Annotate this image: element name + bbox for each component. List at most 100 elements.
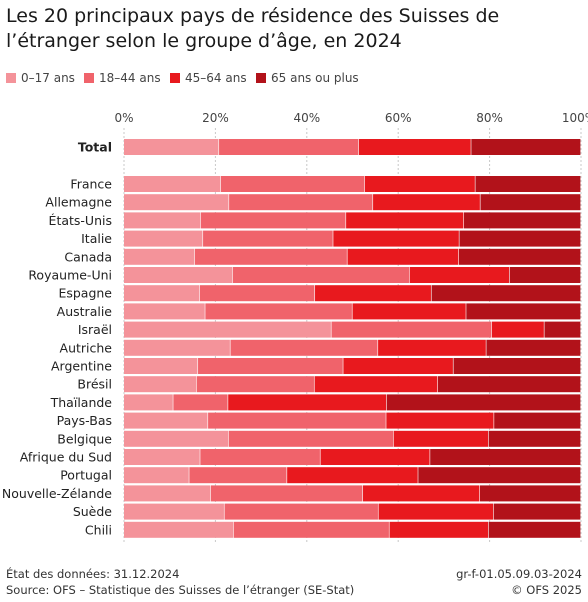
category-label-nouvelle-zelande: Nouvelle-Zélande xyxy=(2,486,112,501)
bar-segment-45-64-ans-italie xyxy=(333,230,459,247)
bar-segment-65-ans-ou-plus-bresil xyxy=(437,376,581,393)
bar-segment-65-ans-ou-plus-australie xyxy=(466,303,581,320)
bar-segment-65-ans-ou-plus-thailande xyxy=(386,394,581,411)
bar-segment-45-64-ans-espagne xyxy=(315,285,431,302)
bar-segment-45-64-ans-pays-bas xyxy=(386,412,494,429)
bar-segment-0-17-ans-israel xyxy=(124,321,331,338)
bar-segment-0-17-ans-portugal xyxy=(124,467,189,484)
bar-segment-18-44-ans-portugal xyxy=(189,467,287,484)
bar-segment-45-64-ans-royaume-uni xyxy=(409,267,510,283)
bar-segment-0-17-ans-thailande xyxy=(124,394,173,411)
category-label-total: Total xyxy=(78,140,112,155)
bar-segment-45-64-ans-canada xyxy=(347,248,459,265)
bar-segment-45-64-ans-nouvelle-zelande xyxy=(363,485,480,502)
bar-segment-45-64-ans-etats-unis xyxy=(346,212,464,229)
bar-segment-0-17-ans-italie xyxy=(124,230,203,247)
bar-segment-18-44-ans-autriche xyxy=(230,339,378,356)
chart-title: Les 20 principaux pays de résidence des … xyxy=(6,5,500,52)
copyright: © OFS 2025 xyxy=(511,583,582,597)
bar-segment-18-44-ans-france xyxy=(220,176,365,192)
bar-segment-18-44-ans-etats-unis xyxy=(200,212,346,229)
category-label-chili: Chili xyxy=(85,522,112,537)
x-tick-label: 40% xyxy=(293,111,320,125)
graphic-code: gr-f-01.05.09.03-2024 xyxy=(456,567,582,581)
bar-segment-45-64-ans-suede xyxy=(378,503,494,520)
source-note: Source: OFS – Statistique des Suisses de… xyxy=(6,583,355,597)
bar-segment-0-17-ans-australie xyxy=(124,303,205,320)
bar-segment-18-44-ans-pays-bas xyxy=(208,412,386,429)
bar-segment-18-44-ans-argentine xyxy=(198,358,343,374)
bar-segment-45-64-ans-autriche xyxy=(378,339,486,356)
data-date-note: État des données: 31.12.2024 xyxy=(6,567,180,581)
legend-swatch-45-64 xyxy=(170,73,180,83)
legend-label-0-17: 0–17 ans xyxy=(21,71,75,85)
bar-segment-65-ans-ou-plus-espagne xyxy=(431,285,581,302)
category-label-canada: Canada xyxy=(64,249,112,264)
bar-segment-65-ans-ou-plus-israel xyxy=(544,321,581,338)
category-label-autriche: Autriche xyxy=(60,340,113,355)
category-label-argentine: Argentine xyxy=(51,359,112,374)
bar-segment-18-44-ans-bresil xyxy=(196,376,314,393)
category-label-suede: Suède xyxy=(73,504,112,519)
bar-segment-65-ans-ou-plus-argentine xyxy=(453,358,581,374)
x-tick-label: 80% xyxy=(476,111,503,125)
bar-segment-65-ans-ou-plus-canada xyxy=(458,248,581,265)
bar-segment-45-64-ans-france xyxy=(364,176,475,192)
bar-segment-45-64-ans-argentine xyxy=(343,358,453,374)
bar-segment-0-17-ans-argentine xyxy=(124,358,198,374)
category-label-allemagne: Allemagne xyxy=(45,195,112,210)
bar-segment-0-17-ans-afrique-du-sud xyxy=(124,449,200,465)
bar-segment-65-ans-ou-plus-etats-unis xyxy=(464,212,581,229)
bar-segment-65-ans-ou-plus-chili xyxy=(488,521,581,538)
bar-segment-18-44-ans-thailande xyxy=(173,394,228,411)
legend-swatch-0-17 xyxy=(6,73,16,83)
category-label-pays-bas: Pays-Bas xyxy=(57,413,112,428)
bar-segment-0-17-ans-bresil xyxy=(124,376,197,393)
bar-segment-65-ans-ou-plus-belgique xyxy=(488,430,581,447)
bar-segment-45-64-ans-chili xyxy=(389,521,489,538)
bar-segment-0-17-ans-etats-unis xyxy=(124,212,201,229)
bar-segment-65-ans-ou-plus-total xyxy=(471,139,581,155)
bar-segment-18-44-ans-afrique-du-sud xyxy=(200,449,320,465)
bar-segment-0-17-ans-royaume-uni xyxy=(124,267,233,283)
category-label-afrique-du-sud: Afrique du Sud xyxy=(20,450,112,465)
category-label-belgique: Belgique xyxy=(57,431,112,446)
bar-segment-65-ans-ou-plus-autriche xyxy=(486,339,581,356)
bar-segment-65-ans-ou-plus-nouvelle-zelande xyxy=(480,485,581,502)
bar-segment-65-ans-ou-plus-pays-bas xyxy=(494,412,581,429)
bar-segment-18-44-ans-australie xyxy=(205,303,352,320)
bar-segment-18-44-ans-espagne xyxy=(199,285,315,302)
category-label-thailande: Thaïlande xyxy=(50,395,113,410)
x-tick-label: 20% xyxy=(202,111,229,125)
bar-segment-0-17-ans-allemagne xyxy=(124,194,229,211)
legend-swatch-18-44 xyxy=(84,73,94,83)
legend-label-18-44: 18–44 ans xyxy=(99,71,161,85)
category-label-portugal: Portugal xyxy=(60,468,112,483)
bar-segment-45-64-ans-portugal xyxy=(287,467,418,484)
bar-segment-18-44-ans-nouvelle-zelande xyxy=(210,485,363,502)
bar-segment-18-44-ans-suede xyxy=(224,503,378,520)
category-label-italie: Italie xyxy=(81,231,112,246)
bar-segment-0-17-ans-chili xyxy=(124,521,234,538)
bar-segment-18-44-ans-canada xyxy=(194,248,347,265)
bar-segment-18-44-ans-royaume-uni xyxy=(232,267,410,283)
bar-segment-0-17-ans-pays-bas xyxy=(124,412,208,429)
x-tick-label: 60% xyxy=(385,111,412,125)
bar-segment-0-17-ans-autriche xyxy=(124,339,230,356)
bar-segment-45-64-ans-allemagne xyxy=(373,194,480,211)
bar-segment-65-ans-ou-plus-suede xyxy=(493,503,581,520)
legend-swatch-65-plus xyxy=(256,73,266,83)
category-label-bresil: Brésil xyxy=(77,377,112,392)
bar-segment-45-64-ans-bresil xyxy=(314,376,438,393)
bar-segment-0-17-ans-france xyxy=(124,176,221,192)
bar-segment-65-ans-ou-plus-allemagne xyxy=(480,194,581,211)
bar-segment-0-17-ans-suede xyxy=(124,503,224,520)
bar-segment-65-ans-ou-plus-royaume-uni xyxy=(509,267,581,283)
bar-segment-45-64-ans-total xyxy=(358,139,471,155)
bar-segment-18-44-ans-total xyxy=(219,139,359,155)
bar-segment-45-64-ans-australie xyxy=(352,303,466,320)
bar-segment-18-44-ans-allemagne xyxy=(229,194,373,211)
bar-segment-0-17-ans-nouvelle-zelande xyxy=(124,485,211,502)
bar-segment-65-ans-ou-plus-france xyxy=(475,176,581,192)
category-label-france: France xyxy=(70,177,112,192)
